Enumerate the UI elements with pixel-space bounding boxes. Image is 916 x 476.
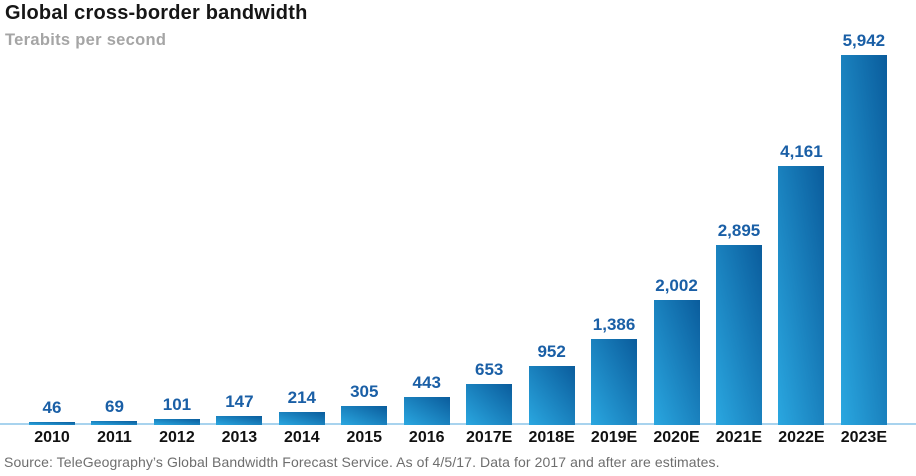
chart-subtitle: Terabits per second xyxy=(5,31,167,49)
x-axis-label: 2015 xyxy=(346,429,383,446)
x-axis-label: 2016 xyxy=(408,429,445,446)
bar xyxy=(466,384,513,425)
bar-value-label: 214 xyxy=(287,387,316,407)
bar-value-label: 305 xyxy=(350,382,379,402)
bar xyxy=(216,415,263,425)
bar xyxy=(153,418,200,425)
bar xyxy=(778,165,825,425)
x-axis-label: 2017E xyxy=(466,429,513,446)
bar xyxy=(278,411,325,425)
bar-value-label: 2,002 xyxy=(655,276,698,296)
bar-value-label: 443 xyxy=(412,373,441,393)
bar xyxy=(29,422,76,425)
x-axis-label: 2014 xyxy=(284,429,320,446)
x-axis-label: 2013 xyxy=(221,429,258,446)
x-axis-label: 2022E xyxy=(778,429,825,446)
bar-value-label: 952 xyxy=(537,341,566,361)
x-axis-label: 2020E xyxy=(653,429,700,446)
x-axis-label: 2018E xyxy=(528,429,575,446)
x-axis-label: 2012 xyxy=(159,429,195,446)
source-note: Source: TeleGeography’s Global Bandwidth… xyxy=(4,454,720,470)
bar xyxy=(591,338,638,425)
bar-value-label: 101 xyxy=(162,394,192,414)
bar xyxy=(840,55,887,425)
x-axis-label: 2019E xyxy=(590,429,638,446)
bar xyxy=(403,397,450,425)
x-axis-label: 2021E xyxy=(715,429,763,446)
bar-value-label: 4,161 xyxy=(780,141,823,161)
bar xyxy=(715,244,762,425)
bar xyxy=(653,300,700,425)
x-axis-label: 2010 xyxy=(34,429,70,446)
x-axis-label: 2023E xyxy=(840,429,887,446)
bar-value-label: 2,895 xyxy=(717,220,761,240)
bar-value-label: 69 xyxy=(105,396,124,416)
bar xyxy=(341,406,388,425)
bar-value-label: 46 xyxy=(42,398,62,418)
bar-value-label: 1,386 xyxy=(592,314,636,334)
bar-value-label: 5,942 xyxy=(842,31,886,50)
x-axis-label: 2011 xyxy=(97,429,132,446)
x-axis-baseline xyxy=(0,423,916,425)
bar xyxy=(91,420,138,425)
bar-value-label: 147 xyxy=(225,391,254,411)
bar-value-label: 653 xyxy=(474,360,504,380)
chart-title: Global cross-border bandwidth xyxy=(5,2,308,24)
bar xyxy=(528,365,575,425)
